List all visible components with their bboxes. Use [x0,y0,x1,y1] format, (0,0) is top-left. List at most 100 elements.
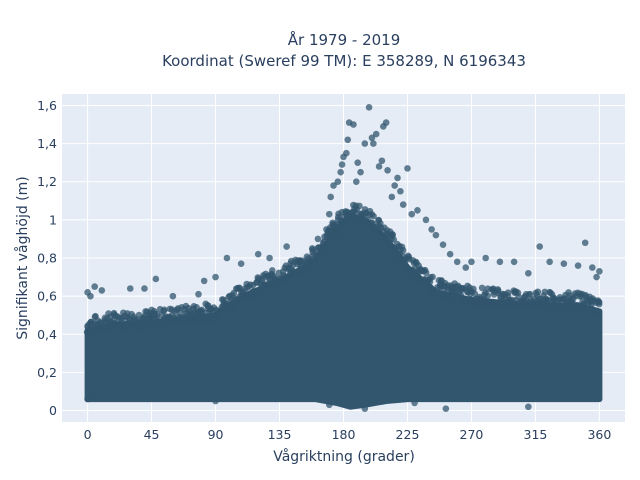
scatter-point [478,284,486,292]
scatter-point [534,288,542,296]
scatter-point [247,293,255,300]
scatter-point [470,285,477,293]
scatter-point [318,251,326,258]
scatter-point [237,260,245,268]
x-tick-label: 270 [460,427,484,442]
chart-title-line-1: År 1979 - 2019 [288,30,401,49]
scatter-point [404,165,411,172]
scatter-point [200,277,208,285]
scatter-point [593,273,600,281]
scatter-point [308,245,316,252]
scatter-point [190,317,198,324]
scatter-point [84,395,91,403]
y-tick-label: 0,4 [37,327,57,342]
scatter-point [370,212,377,220]
scatter-point [368,134,376,142]
scatter-point [223,254,231,262]
scatter-point [361,405,369,412]
y-tick-labels: 0 0,2 0,4 0,6 0,8 1 1,2 1,4 1,6 [37,98,57,418]
x-tick-label: 45 [144,427,160,442]
scatter-point [581,239,589,247]
scatter-point [365,104,373,111]
scatter-point [141,285,148,292]
scatter-point [494,287,502,294]
scatter-point [323,226,330,233]
scatter-point [161,306,168,314]
scatter-point [394,174,401,182]
scatter-point [375,216,383,224]
scatter-point [382,239,390,246]
y-tick-label: 0 [49,403,57,418]
scatter-point [408,210,416,218]
scatter-point [434,289,442,297]
y-axis-title: Signifikant våghöjd (m) [14,176,31,339]
scatter-point [399,201,407,208]
scatter-point [356,202,363,210]
x-tick-label: 360 [587,427,611,442]
x-tick-label: 135 [268,427,292,442]
scatter-point [375,163,383,170]
scatter-point [370,140,377,147]
y-tick-label: 0,8 [37,251,57,266]
y-tick-label: 1,4 [37,136,57,151]
scatter-point [343,149,350,157]
y-tick-label: 0,2 [37,365,57,380]
x-tick-label: 315 [524,427,548,442]
scatter-point [330,233,337,241]
scatter-point [337,223,345,231]
x-tick-label: 180 [332,427,356,442]
scatter-point [384,166,391,174]
scatter-point [461,297,468,304]
scatter-point [254,250,262,258]
scatter-point [595,298,603,306]
scatter-point [378,157,386,165]
scatter-point [432,231,440,239]
scatter-point [422,269,430,277]
scatter-point [457,292,465,299]
scatter-point [596,268,603,275]
x-axis-title: Vågriktning (grader) [273,448,415,465]
scatter-point [372,130,380,138]
scatter-point [352,178,360,186]
scatter-points [83,104,603,412]
chart-title-line-2: Koordinat (Sweref 99 TM): E 358289, N 61… [162,52,526,70]
scatter-point [390,236,397,243]
scatter-point [212,397,219,405]
scatter-point [439,241,447,248]
scatter-point [462,264,470,271]
scatter-point [414,207,421,214]
scatter-point [453,258,461,266]
x-tick-label: 225 [396,427,420,442]
scatter-point [352,209,360,216]
y-tick-label: 0,6 [37,289,57,304]
x-tick-labels: 0 45 90 135 180 225 270 315 360 [84,427,612,442]
scatter-point [414,274,421,282]
scatter-point [536,243,543,250]
scatter-point [510,258,518,266]
scatter-point [98,287,106,294]
y-tick-label: 1 [49,212,57,227]
scatter-point [311,258,319,265]
scatter-point [212,273,219,281]
x-tick-label: 90 [208,427,224,442]
scatter-point [388,193,396,201]
scatter-point [397,187,404,195]
scatter-point [471,290,479,298]
scatter-point [361,140,369,147]
scatter-point [269,267,276,274]
scatter-point [514,289,522,296]
scatter-point [391,182,398,189]
scatter-point [560,260,568,268]
scatter-point [334,178,342,186]
y-tick-label: 1,6 [37,98,57,113]
scatter-point [446,250,454,258]
scatter-point [525,403,532,411]
scatter-point [422,216,430,224]
x-tick-label: 0 [84,427,92,442]
scatter-point [327,193,335,201]
scatter-point [126,285,134,292]
scatter-point [399,247,407,254]
scatter-point [330,182,337,189]
scatter-point [297,262,305,269]
